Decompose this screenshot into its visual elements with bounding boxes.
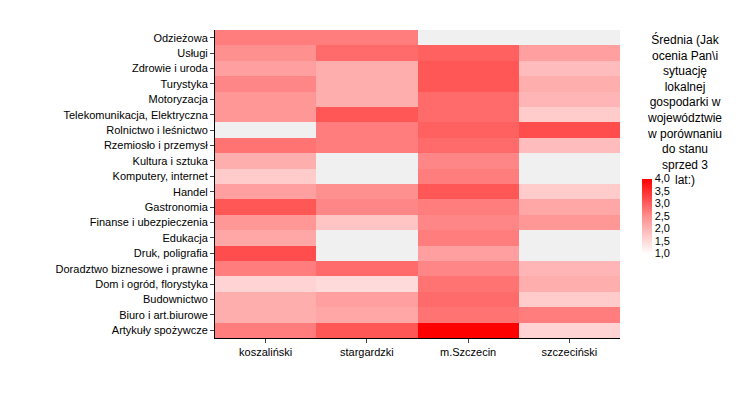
svg-text:Edukacja: Edukacja: [163, 232, 209, 244]
svg-text:koszaliński: koszaliński: [239, 346, 292, 358]
svg-text:Artykuły spożywcze: Artykuły spożywcze: [112, 324, 208, 336]
svg-text:Rolnictwo i leśnictwo: Rolnictwo i leśnictwo: [106, 124, 207, 136]
svg-text:Kultura i sztuka: Kultura i sztuka: [133, 155, 209, 167]
svg-text:Telekomunikacja, Elektryczna: Telekomunikacja, Elektryczna: [64, 109, 209, 121]
svg-text:Usługi: Usługi: [177, 47, 208, 59]
svg-text:Doradztwo biznesowe i prawne: Doradztwo biznesowe i prawne: [56, 263, 208, 275]
svg-text:Rzemiosło i przemysł: Rzemiosło i przemysł: [104, 139, 208, 151]
svg-text:Zdrowie i uroda: Zdrowie i uroda: [132, 62, 209, 74]
svg-text:m.Szczecin: m.Szczecin: [440, 346, 496, 358]
svg-text:1,0: 1,0: [655, 247, 670, 259]
svg-text:Komputery, internet: Komputery, internet: [113, 170, 208, 182]
svg-text:Dom i ogród, florystyka: Dom i ogród, florystyka: [95, 278, 208, 290]
svg-text:Budownictwo: Budownictwo: [143, 293, 208, 305]
svg-text:1,5: 1,5: [655, 235, 670, 247]
svg-text:szczeciński: szczeciński: [542, 346, 598, 358]
svg-text:2,5: 2,5: [655, 210, 670, 222]
svg-text:Motoryzacja: Motoryzacja: [149, 93, 209, 105]
svg-text:3,5: 3,5: [655, 185, 670, 197]
svg-text:3,0: 3,0: [655, 197, 670, 209]
svg-text:stargardzki: stargardzki: [340, 346, 394, 358]
svg-text:Turystyka: Turystyka: [161, 78, 209, 90]
svg-text:Druk, poligrafia: Druk, poligrafia: [134, 247, 209, 259]
svg-text:2,0: 2,0: [655, 222, 670, 234]
svg-text:4,0: 4,0: [655, 172, 670, 184]
svg-text:Odzieżowa: Odzieżowa: [153, 32, 208, 44]
svg-text:Średnia (Jakocenia Pan\isytuac: Średnia (Jakocenia Pan\isytuacjęlokalnej…: [647, 32, 722, 187]
svg-text:Finanse i ubezpieczenia: Finanse i ubezpieczenia: [90, 216, 209, 228]
svg-text:Gastronomia: Gastronomia: [145, 201, 209, 213]
svg-text:Biuro i art.biurowe: Biuro i art.biurowe: [119, 309, 208, 321]
svg-text:Handel: Handel: [173, 186, 208, 198]
